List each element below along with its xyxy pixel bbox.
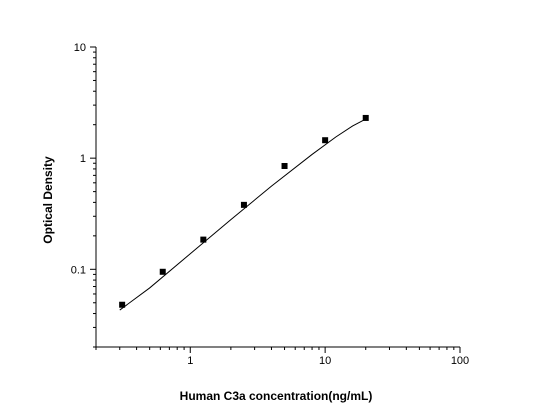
axes: 0.1 1 10 1 10 100 <box>71 42 469 367</box>
data-point <box>240 201 247 208</box>
data-point <box>281 162 288 169</box>
y-tick-label: 0.1 <box>71 264 86 276</box>
data-point <box>159 268 166 275</box>
fit-curve-line <box>119 118 366 311</box>
x-tick-label: 100 <box>451 355 469 367</box>
data-point <box>362 114 369 121</box>
data-point <box>119 301 126 308</box>
y-tick-label: 1 <box>80 153 86 165</box>
x-tick-label: 1 <box>187 355 193 367</box>
data-point <box>322 137 329 144</box>
fit-curve-layer <box>119 118 366 311</box>
y-tick-label: 10 <box>74 42 86 54</box>
data-point <box>200 236 207 243</box>
data-points-layer <box>119 114 369 308</box>
x-axis-label: Human C3a concentration(ng/mL) <box>180 389 373 403</box>
y-axis-label: Optical Density <box>41 156 55 244</box>
x-tick-label: 10 <box>319 355 331 367</box>
